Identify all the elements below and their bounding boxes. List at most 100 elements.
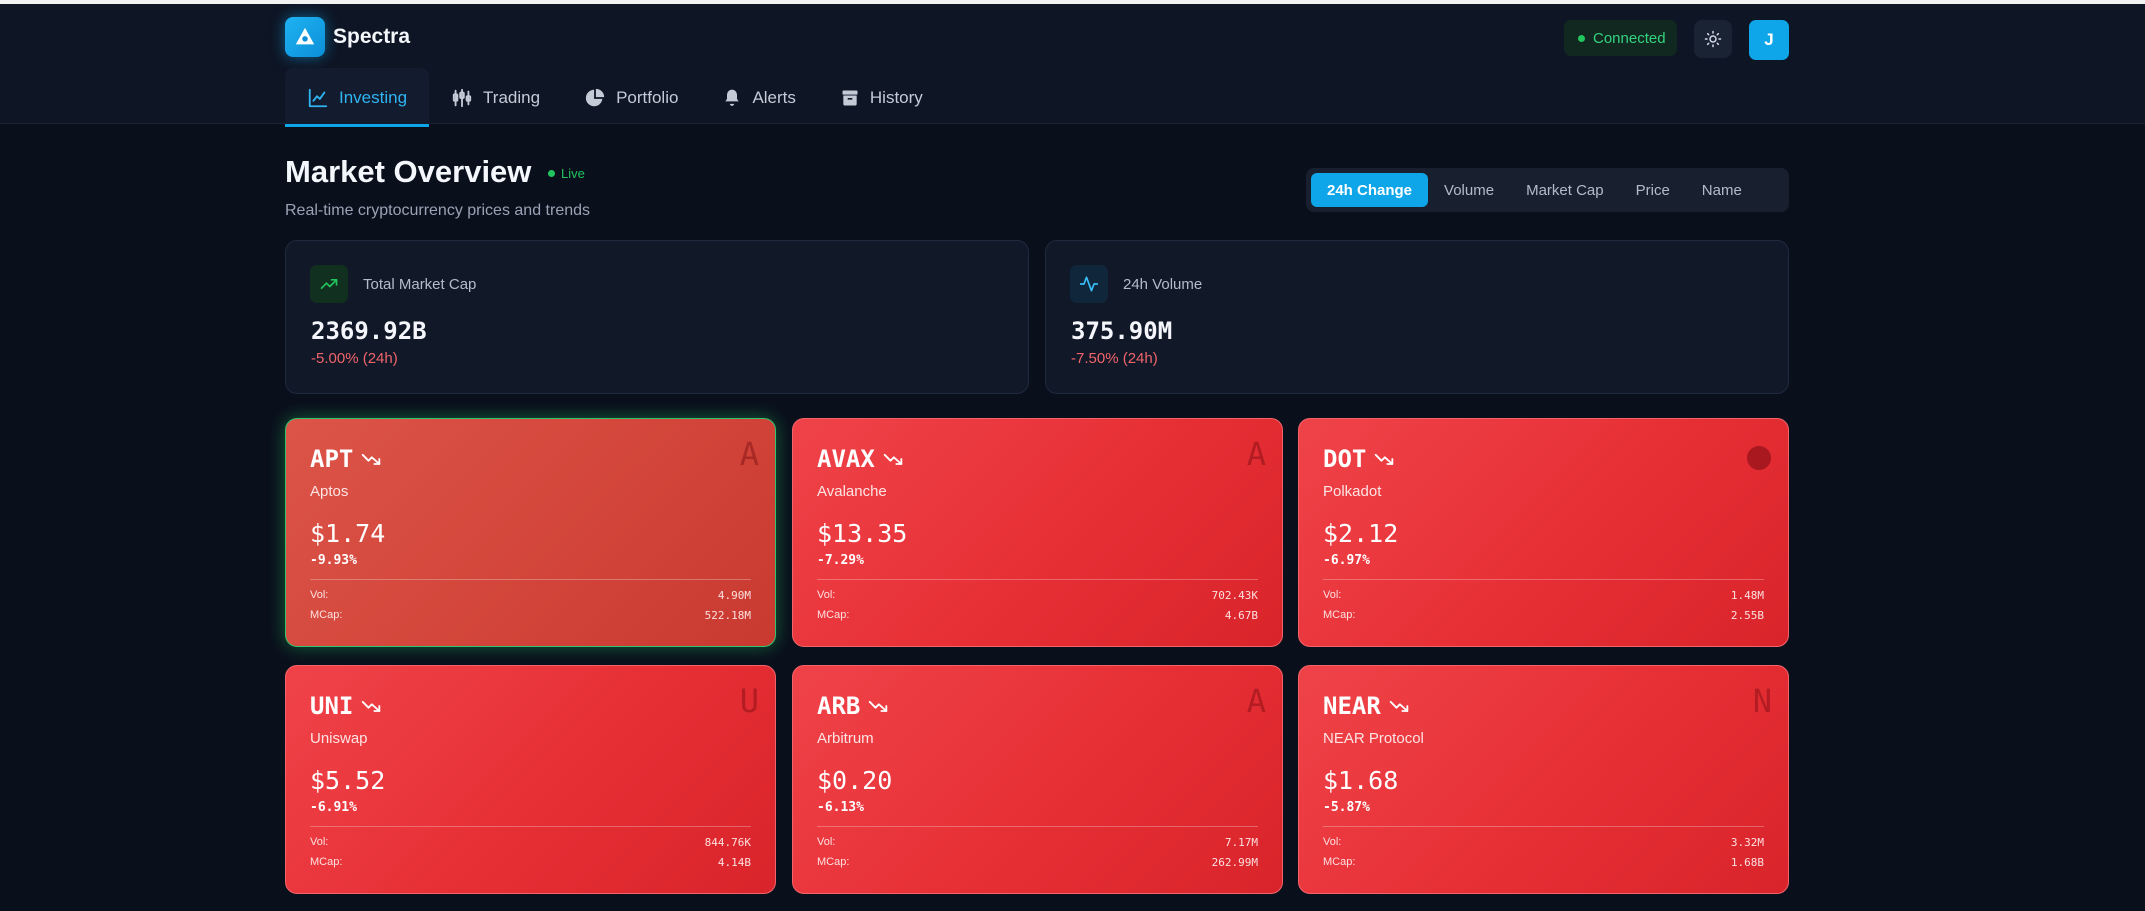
- coin-volume-row: Vol: 7.17M: [817, 836, 1258, 849]
- tab-portfolio[interactable]: Portfolio: [562, 68, 700, 127]
- page-title: Market Overview: [285, 154, 532, 189]
- mcap-value: 1.68B: [1730, 856, 1764, 869]
- volume-value: 702.43K: [1211, 589, 1258, 602]
- volume-label: Vol:: [310, 836, 329, 848]
- tab-label: Investing: [339, 87, 408, 107]
- coin-card-dot[interactable]: DOT Polkadot $2.12 -6.97% Vol: 1.48M MCa…: [1298, 418, 1789, 647]
- line-chart-icon: [308, 88, 328, 107]
- coin-symbol: ARB: [817, 692, 888, 720]
- volume-label: Vol:: [310, 589, 329, 601]
- coin-logo: A: [1246, 435, 1266, 473]
- sort-price-button[interactable]: Price: [1635, 181, 1670, 199]
- volume-value: 844.76K: [704, 836, 751, 849]
- coin-symbol: DOT: [1323, 445, 1394, 473]
- mcap-label: MCap:: [1323, 609, 1356, 621]
- tab-history[interactable]: History: [818, 68, 945, 127]
- tab-label: Trading: [483, 87, 541, 107]
- tab-label: Portfolio: [616, 87, 679, 107]
- app-logo[interactable]: [285, 17, 325, 57]
- coin-price: $13.35: [817, 519, 908, 548]
- mcap-value: 522.18M: [704, 609, 751, 622]
- app-name: Spectra: [333, 25, 411, 48]
- trending-down-icon: [883, 453, 903, 465]
- sort-options: 24h Change Volume Market Cap Price Name: [1306, 168, 1789, 212]
- coin-card-avax[interactable]: AVAX Avalanche A $13.35 -7.29% Vol: 702.…: [792, 418, 1283, 647]
- coin-symbol: APT: [310, 445, 381, 473]
- trending-down-icon: [1389, 700, 1409, 712]
- theme-toggle-button[interactable]: [1694, 20, 1732, 58]
- connection-status-label: Connected: [1593, 29, 1666, 47]
- divider: [1323, 579, 1764, 580]
- stat-value: 375.90M: [1071, 317, 1173, 345]
- sort-name-button[interactable]: Name: [1701, 181, 1742, 199]
- coin-mcap-row: MCap: 1.68B: [1323, 856, 1764, 869]
- mcap-value: 4.67B: [1224, 609, 1258, 622]
- connection-status-badge: Connected: [1564, 20, 1677, 56]
- coin-mcap-row: MCap: 522.18M: [310, 609, 751, 622]
- coin-price: $1.68: [1323, 766, 1399, 795]
- tab-label: History: [869, 87, 923, 107]
- coin-card-near[interactable]: NEAR NEAR Protocol N $1.68 -5.87% Vol: 3…: [1298, 665, 1789, 894]
- tab-label: Alerts: [752, 87, 796, 107]
- mcap-label: MCap:: [817, 856, 850, 868]
- trending-down-icon: [362, 700, 381, 712]
- coin-name: Avalanche: [817, 483, 887, 500]
- coin-change: -9.93%: [310, 553, 357, 568]
- trending-down-icon: [1375, 453, 1394, 465]
- coin-change: -6.91%: [310, 800, 357, 815]
- coin-name: Arbitrum: [817, 730, 874, 747]
- sort-volume-button[interactable]: Volume: [1444, 181, 1495, 199]
- coin-price: $2.12: [1323, 519, 1399, 548]
- stat-value: 2369.92B: [311, 317, 427, 345]
- sort-market-cap-button[interactable]: Market Cap: [1526, 181, 1604, 199]
- divider: [1323, 826, 1764, 827]
- tab-trading[interactable]: Trading: [429, 68, 562, 127]
- coin-change: -6.97%: [1323, 553, 1370, 568]
- coin-volume-row: Vol: 3.32M: [1323, 836, 1764, 849]
- tab-alerts[interactable]: Alerts: [700, 68, 817, 127]
- coin-price: $1.74: [310, 519, 386, 548]
- volume-label: Vol:: [817, 589, 836, 601]
- activity-icon: [1070, 265, 1108, 303]
- candlestick-icon: [452, 88, 472, 107]
- coin-volume-row: Vol: 702.43K: [817, 589, 1258, 602]
- total-market-cap-card: Total Market Cap 2369.92B -5.00% (24h): [285, 240, 1029, 394]
- stat-change: -5.00% (24h): [311, 350, 398, 367]
- coin-symbol-text: DOT: [1323, 445, 1367, 473]
- volume-value: 3.32M: [1730, 836, 1764, 849]
- coin-mcap-row: MCap: 4.67B: [817, 609, 1258, 622]
- volume-label: Vol:: [817, 836, 836, 848]
- divider: [817, 579, 1258, 580]
- mcap-label: MCap:: [310, 609, 343, 621]
- coin-name: Aptos: [310, 483, 349, 500]
- coin-name: Uniswap: [310, 730, 368, 747]
- mcap-label: MCap:: [1323, 856, 1356, 868]
- coin-logo: N: [1752, 682, 1772, 720]
- volume-label: Vol:: [1323, 589, 1342, 601]
- pie-chart-icon: [585, 88, 605, 106]
- coin-card-apt[interactable]: APT Aptos A $1.74 -9.93% Vol: 4.90M MCap…: [285, 418, 776, 647]
- coin-symbol-text: NEAR: [1323, 692, 1381, 720]
- coin-symbol: AVAX: [817, 445, 903, 473]
- coin-card-arb[interactable]: ARB Arbitrum A $0.20 -6.13% Vol: 7.17M M…: [792, 665, 1283, 894]
- sort-24h-change-button[interactable]: 24h Change: [1311, 173, 1429, 207]
- coin-mcap-row: MCap: 262.99M: [817, 856, 1258, 869]
- coin-symbol: NEAR: [1323, 692, 1409, 720]
- coin-mcap-row: MCap: 4.14B: [310, 856, 751, 869]
- mcap-value: 262.99M: [1211, 856, 1258, 869]
- status-dot-icon: [1578, 34, 1585, 42]
- coin-card-uni[interactable]: UNI Uniswap U $5.52 -6.91% Vol: 844.76K …: [285, 665, 776, 894]
- coin-symbol-text: AVAX: [817, 445, 875, 473]
- coin-symbol-text: UNI: [310, 692, 354, 720]
- top-strip: [0, 0, 2145, 4]
- app-header: Spectra Connected J Investing Trading: [0, 4, 2145, 127]
- user-avatar[interactable]: J: [1749, 20, 1789, 60]
- archive-icon: [842, 90, 858, 105]
- volume-24h-card: 24h Volume 375.90M -7.50% (24h): [1045, 240, 1789, 394]
- trending-down-icon: [869, 700, 888, 712]
- trending-down-icon: [362, 453, 381, 465]
- volume-label: Vol:: [1323, 836, 1342, 848]
- live-dot-icon: [548, 170, 555, 177]
- coin-volume-row: Vol: 1.48M: [1323, 589, 1764, 602]
- tab-investing[interactable]: Investing: [285, 68, 430, 127]
